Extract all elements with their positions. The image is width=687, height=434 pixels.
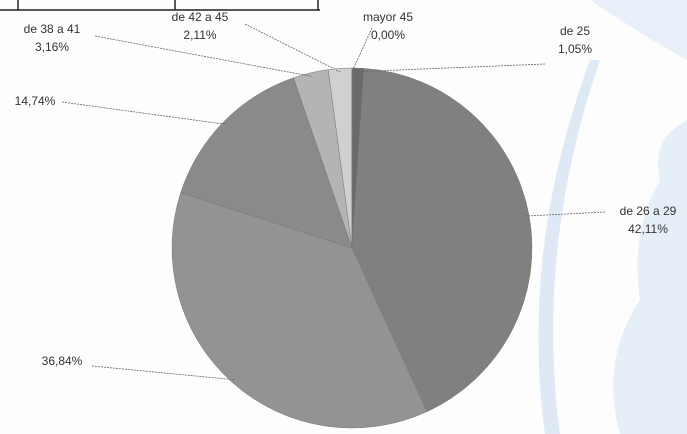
category-label: de 25 [560, 24, 590, 38]
value-label: 14,74% [15, 94, 56, 108]
category-label: de 42 a 45 [172, 10, 229, 24]
value-label: 42,11% [628, 222, 668, 236]
pie-slice [351, 68, 533, 412]
category-label: mayor 45 [363, 10, 413, 24]
leader-line [351, 27, 373, 72]
pie-slice [180, 77, 353, 249]
leader-line [61, 101, 227, 125]
watermark [590, 0, 687, 60]
pie [171, 67, 533, 429]
value-label: 36,84% [42, 354, 83, 368]
pie-slice [171, 192, 428, 429]
leader-line [525, 211, 606, 217]
leader-line [244, 23, 341, 73]
leader-line [94, 35, 312, 77]
value-label: 3,16% [35, 40, 69, 54]
leader-line [357, 63, 546, 73]
category-label: de 26 a 29 [620, 204, 677, 218]
labels: de 25 1,05% de 26 a 29 42,11% 36,84% 14,74% de… [15, 10, 677, 381]
watermark [538, 60, 600, 434]
category-label: de 38 a 41 [24, 22, 81, 36]
watermark [613, 120, 687, 434]
value-label: 2,11% [183, 28, 216, 42]
value-label: 1,05% [558, 42, 592, 56]
value-label: 0,00% [371, 28, 405, 42]
